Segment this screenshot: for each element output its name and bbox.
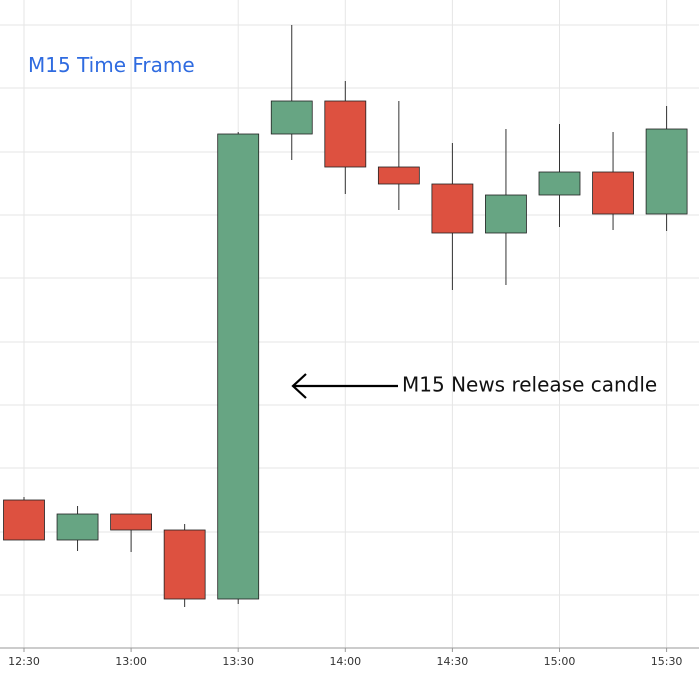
x-axis: 12:30 13:00 13:30 14:00 14:30 15:00 15:30 <box>8 648 682 668</box>
candle-body <box>163 529 206 600</box>
annotation: M15 News release candle <box>402 373 657 397</box>
candle-body <box>538 171 581 196</box>
x-tick-label: 15:00 <box>544 655 576 668</box>
x-tick-label: 13:30 <box>222 655 254 668</box>
candle-body <box>324 100 367 168</box>
candles <box>3 25 688 607</box>
candle-body <box>645 128 688 215</box>
x-tick-label: 13:00 <box>115 655 147 668</box>
candle-body <box>431 183 474 234</box>
candle-body <box>56 513 99 541</box>
candle-body <box>110 513 152 531</box>
x-tick-label: 12:30 <box>8 655 40 668</box>
candle-body <box>217 133 260 600</box>
x-tick-label: 14:30 <box>437 655 469 668</box>
x-tick-label: 14:00 <box>329 655 361 668</box>
candle-body <box>270 100 313 135</box>
horizontal-grid <box>0 24 699 596</box>
chart-title: M15 Time Frame <box>28 53 195 77</box>
annotation-arrow <box>291 373 398 399</box>
candle-body <box>3 499 45 541</box>
arrow-head <box>291 373 307 399</box>
candle-body <box>485 194 527 234</box>
candle-body <box>592 171 634 215</box>
x-tick-label: 15:30 <box>651 655 683 668</box>
candle-body <box>377 166 420 185</box>
